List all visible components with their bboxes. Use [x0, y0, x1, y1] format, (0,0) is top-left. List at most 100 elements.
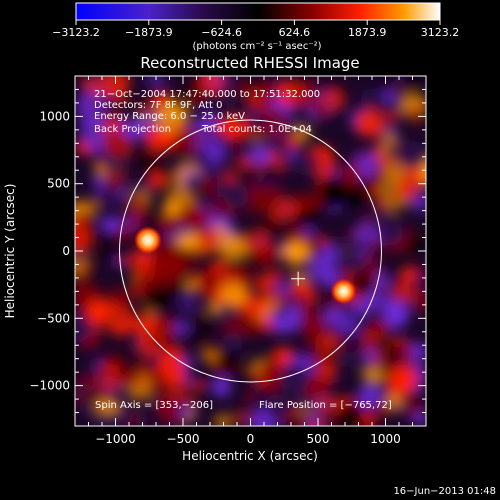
image-blob — [258, 81, 276, 103]
image-blob — [154, 214, 181, 235]
image-blob — [317, 237, 329, 246]
image-blob — [409, 342, 426, 357]
y-tick-label: 500 — [47, 177, 70, 191]
image-blob — [407, 105, 426, 126]
image-blob — [124, 195, 150, 225]
image-blob — [281, 233, 296, 245]
image-blob — [385, 111, 400, 124]
colorbar-tick-label: 3123.2 — [421, 26, 460, 39]
image-blob — [154, 316, 177, 343]
image-blob — [164, 410, 176, 421]
image-blob — [340, 254, 366, 273]
image-blob — [138, 150, 152, 166]
colorbar — [75, 2, 441, 21]
image-blob — [113, 399, 134, 423]
colorbar-tick-label: 1873.9 — [348, 26, 387, 39]
image-blob — [351, 297, 376, 318]
image-blob — [207, 302, 221, 314]
image-blob — [178, 297, 198, 310]
image-blob — [156, 101, 185, 134]
image-blob — [223, 168, 239, 184]
image-blob — [93, 157, 104, 168]
image-blob — [186, 279, 197, 291]
axis-tick-labels: −1000 −500 0 500 1000 −1000 −500 0 500 1000 — [29, 109, 400, 446]
image-blob — [167, 170, 178, 179]
annotation-line: 21−Oct−2004 17:47:40.000 to 17:51:32.000 — [94, 89, 320, 100]
image-blob — [276, 281, 290, 296]
image-blob — [193, 79, 205, 92]
image-blob — [118, 348, 130, 357]
image-blob — [102, 167, 128, 190]
image-blob — [113, 295, 131, 309]
image-blob — [194, 227, 220, 251]
image-blob — [254, 276, 275, 292]
annotation-line: Energy Range: 6.0 − 25.0 keV — [94, 111, 245, 122]
image-blob — [148, 254, 173, 273]
image-blob — [245, 126, 263, 139]
image-blob — [81, 76, 98, 92]
annotation-line: Detectors: 7F 8F 9F, Att 0 — [94, 100, 222, 111]
y-tick-label: 1000 — [39, 109, 70, 123]
image-blob — [148, 171, 169, 189]
image-blob — [105, 363, 118, 376]
image-blob — [376, 198, 388, 209]
render-timestamp: 16−Jun−2013 01:48 — [393, 486, 496, 497]
image-blob — [101, 129, 131, 160]
image-blob — [217, 116, 249, 138]
image-blob — [409, 291, 426, 312]
image-blob — [178, 405, 194, 417]
image-blob — [378, 219, 404, 246]
image-blob — [177, 203, 207, 229]
image-blob — [369, 188, 381, 197]
image-blob — [362, 367, 385, 383]
image-blob — [115, 371, 140, 387]
image-blob — [334, 236, 361, 257]
image-blob — [335, 402, 363, 426]
colorbar-tick-label: −624.6 — [201, 26, 242, 39]
image-blob — [340, 186, 370, 206]
image-blob — [192, 150, 212, 172]
image-blob — [119, 257, 133, 266]
image-blob — [232, 264, 251, 286]
bright-source — [330, 278, 357, 305]
image-blob — [382, 299, 410, 329]
image-blob — [75, 218, 93, 253]
chart-title: Reconstructed RHESSI Image — [140, 54, 359, 72]
image-blob — [100, 244, 117, 263]
y-tick-label: −1000 — [29, 379, 70, 393]
image-blob — [75, 209, 93, 223]
image-blob — [75, 249, 85, 263]
image-blob — [273, 307, 289, 317]
image-blob — [211, 377, 232, 398]
image-blob — [292, 153, 322, 176]
image-blob — [398, 140, 426, 170]
image-blob — [290, 79, 323, 110]
image-blob — [400, 269, 418, 281]
image-blob — [95, 400, 119, 415]
image-blob — [383, 130, 397, 141]
image-blob — [158, 349, 189, 384]
spin-axis-label: Spin Axis = [353,−206] — [95, 400, 213, 411]
image-blob — [389, 282, 416, 303]
image-blob — [214, 414, 232, 426]
info-annotations: 21−Oct−2004 17:47:40.000 to 17:51:32.000… — [94, 89, 320, 135]
annotation-line: Back Projection — [94, 124, 171, 135]
image-blob — [292, 206, 320, 228]
image-blob — [363, 414, 376, 423]
image-blob — [258, 107, 290, 141]
image-blob — [354, 109, 385, 138]
image-blob — [97, 185, 121, 208]
x-tick-label: 0 — [247, 432, 255, 446]
y-axis-label: Heliocentric Y (arcsec) — [3, 184, 17, 319]
image-blob — [143, 301, 158, 313]
image-blob — [401, 398, 423, 417]
image-blob — [374, 400, 393, 417]
axis-ticks — [75, 76, 426, 426]
image-blob — [390, 366, 416, 395]
image-blob — [287, 137, 300, 149]
image-blob — [308, 416, 320, 426]
image-blob — [278, 363, 311, 393]
image-blob — [99, 76, 131, 98]
image-blob — [242, 229, 272, 251]
image-blob — [244, 392, 256, 404]
